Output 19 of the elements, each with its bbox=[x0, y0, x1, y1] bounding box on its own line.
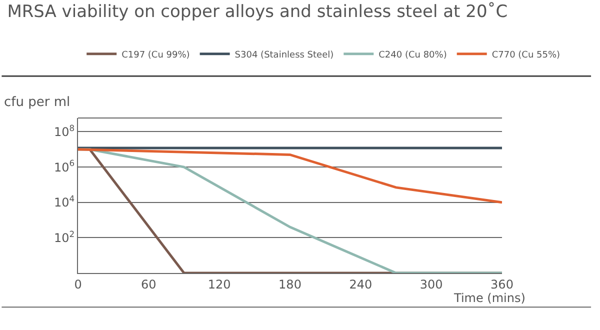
y-tick-label: 10$^{8}$ bbox=[54, 122, 75, 139]
x-tick-label: 60 bbox=[141, 277, 156, 292]
y-tick-label: 10$^{6}$ bbox=[54, 158, 75, 174]
y-axis-title: cfu per ml bbox=[4, 95, 70, 110]
legend-label: C770 (Cu 55%) bbox=[492, 50, 560, 60]
legend-label: C197 (Cu 99%) bbox=[122, 50, 190, 60]
line-series bbox=[78, 148, 502, 204]
legend-label: C240 (Cu 80%) bbox=[378, 50, 447, 60]
x-tick-label: 300 bbox=[420, 277, 443, 292]
y-tick-label: 10$^{4}$ bbox=[54, 194, 75, 210]
chart-title: MRSA viability on copper alloys and stainless steel at 20˚C bbox=[7, 2, 508, 22]
x-tick-label: 180 bbox=[278, 277, 302, 292]
x-tick-label: 120 bbox=[208, 277, 231, 292]
x-tick-label: 0 bbox=[74, 277, 82, 292]
x-tick-label: 360 bbox=[490, 277, 514, 292]
y-tick-label: 10$^{2}$ bbox=[54, 228, 75, 245]
x-axis-title: Time (mins) bbox=[453, 291, 526, 305]
legend-label: S304 (Stainless Steel) bbox=[234, 50, 334, 60]
x-tick-label: 240 bbox=[349, 277, 372, 292]
